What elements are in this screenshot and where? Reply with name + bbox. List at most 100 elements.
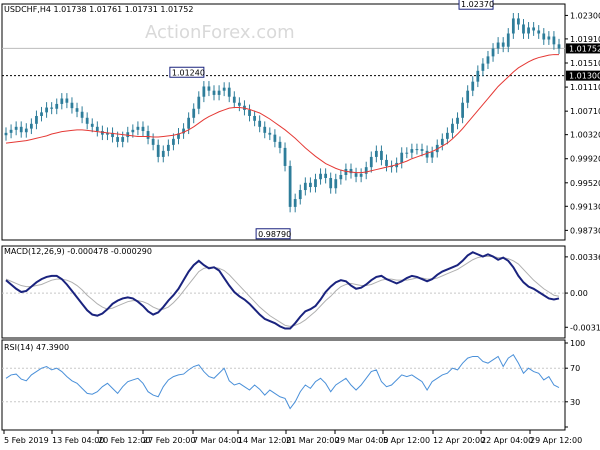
candle-body	[85, 117, 89, 124]
candle-body	[380, 150, 383, 160]
panel-frame-0	[1, 3, 566, 241]
candle-body	[501, 42, 505, 47]
panel-frame-2	[1, 339, 566, 431]
candle	[374, 145, 378, 163]
candle-body	[116, 137, 119, 142]
candle-body	[182, 128, 185, 134]
candle	[35, 110, 38, 130]
candle-body	[136, 126, 140, 130]
rsi-tick-label: 100	[570, 339, 585, 348]
candle-body	[440, 138, 444, 145]
candle-body	[532, 27, 536, 31]
price-tick-label: 1.00320	[570, 131, 600, 140]
candle-body	[547, 36, 551, 40]
candle	[4, 127, 8, 141]
candle	[24, 123, 28, 138]
macd-line	[5, 251, 560, 330]
candle-body	[349, 168, 353, 174]
candle-body	[24, 128, 28, 133]
candle	[425, 145, 429, 163]
candle	[369, 151, 373, 173]
candle-body	[329, 177, 333, 189]
price-tick-label: 1.01510	[570, 59, 600, 68]
candle	[288, 160, 292, 213]
macd-panel-title: MACD(12,26,9) -0.000478 -0.000290	[4, 247, 152, 256]
candle-body	[217, 90, 221, 95]
candle	[222, 82, 226, 97]
moving-average-line	[5, 54, 559, 174]
candle-body	[35, 115, 38, 124]
price-tick-label: 0.99130	[570, 202, 600, 211]
candle	[283, 142, 287, 172]
candle-body	[430, 152, 434, 158]
candle-body	[303, 182, 307, 191]
candle	[172, 133, 175, 151]
candle-body	[390, 165, 393, 168]
candle	[293, 193, 297, 213]
price-panel-title: USDCHF,H4 1.01738 1.01761 1.01731 1.0175…	[4, 5, 193, 14]
candle-body	[506, 33, 510, 47]
candle	[385, 154, 388, 172]
price-tick-label: 1.02300	[570, 11, 600, 20]
candle	[232, 91, 236, 109]
candle	[334, 173, 338, 194]
candle-body	[537, 30, 541, 34]
rsi-panel-title: RSI(14) 47.3900	[4, 343, 69, 352]
annotation-label: 0.98790	[258, 230, 291, 239]
candle-body	[542, 33, 546, 40]
candle-body	[425, 150, 429, 158]
candle-body	[415, 149, 419, 151]
candle	[354, 167, 358, 183]
x-tick-label: 12 Apr 20:00	[433, 436, 485, 445]
candle	[177, 128, 180, 145]
candle	[390, 160, 393, 173]
candle	[248, 104, 251, 122]
candle-body	[268, 132, 272, 135]
candle	[329, 172, 333, 194]
candle	[121, 131, 125, 148]
candle-body	[359, 173, 363, 177]
candle	[136, 121, 140, 136]
candle	[456, 112, 459, 130]
price-tick-label: 0.98730	[570, 226, 600, 235]
candle-body	[40, 112, 43, 116]
candle-body	[29, 123, 33, 129]
candle-body	[552, 36, 556, 45]
x-tick-label: 13 Feb 04:00	[52, 436, 104, 445]
candle-body	[288, 165, 292, 207]
candle	[466, 85, 470, 109]
candle-body	[334, 179, 338, 189]
candle	[547, 31, 551, 45]
candle	[202, 81, 206, 103]
candle	[268, 127, 272, 141]
candle	[471, 76, 475, 97]
candle	[278, 136, 282, 154]
candle-body	[232, 96, 236, 103]
price-tick-label: 1.01110	[570, 83, 600, 92]
candle-body	[522, 24, 525, 34]
candle	[212, 85, 216, 101]
annotation-box	[169, 66, 205, 78]
candle	[227, 82, 231, 103]
candle-body	[90, 123, 94, 127]
candle-body	[319, 173, 322, 180]
price-annotation: 1.02370	[458, 0, 494, 10]
price-annotation: 0.98790	[255, 228, 291, 240]
annotation-label: 1.01240	[172, 68, 205, 77]
candle	[496, 37, 500, 54]
candle-body	[80, 111, 84, 118]
candle-body	[161, 150, 165, 157]
candle	[430, 146, 434, 163]
candle	[440, 133, 444, 151]
candle-body	[192, 108, 196, 118]
candle	[486, 50, 490, 70]
candle	[511, 13, 515, 39]
candle-body	[75, 108, 79, 112]
candle-body	[283, 147, 287, 166]
candle-body	[111, 132, 114, 138]
candle-body	[187, 117, 191, 129]
x-tick-label: 7 Mar 04:00	[193, 436, 241, 445]
candle	[552, 31, 556, 50]
x-tick-label: 14 Mar 12:00	[238, 436, 291, 445]
